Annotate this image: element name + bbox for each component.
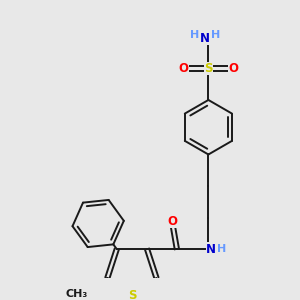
Text: H: H [211,30,220,40]
Text: S: S [204,62,213,75]
Text: O: O [228,62,238,75]
Text: CH₃: CH₃ [66,289,88,299]
Text: N: N [200,32,209,45]
Text: N: N [206,243,216,256]
Text: O: O [179,62,189,75]
Text: O: O [167,214,177,228]
Text: H: H [218,244,227,254]
Text: S: S [128,289,136,300]
Text: H: H [190,30,200,40]
